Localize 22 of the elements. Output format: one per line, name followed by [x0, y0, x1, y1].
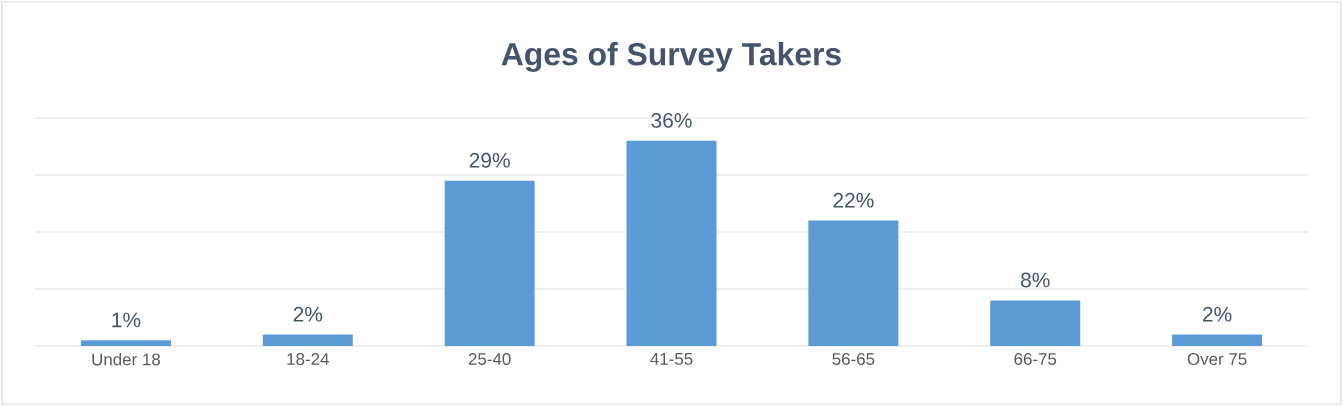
data-label: 2% — [1203, 306, 1232, 322]
x-tick-label: 56-65 — [832, 353, 875, 366]
bar — [990, 300, 1081, 346]
x-tick-label: Over 75 — [1187, 353, 1247, 366]
x-tick-label: 18-24 — [287, 353, 329, 366]
x-tick-label: 66-75 — [1014, 353, 1057, 366]
bar — [444, 180, 535, 346]
bar — [1172, 334, 1263, 346]
data-label: 2% — [293, 306, 323, 322]
data-label: 29% — [469, 152, 510, 168]
x-tick-label: Under 18 — [92, 353, 161, 366]
x-tick-label: 41-55 — [650, 353, 693, 365]
bar — [808, 220, 899, 346]
data-label: 22% — [833, 192, 874, 208]
bar — [262, 334, 353, 346]
bar — [626, 140, 717, 346]
x-tick-label: 25-40 — [468, 353, 511, 366]
data-label: 1% — [112, 312, 141, 328]
bar — [80, 340, 171, 346]
chart-title: Ages of Survey Takers — [501, 42, 841, 72]
data-label: 8% — [1021, 272, 1050, 288]
data-label: 36% — [651, 112, 692, 128]
